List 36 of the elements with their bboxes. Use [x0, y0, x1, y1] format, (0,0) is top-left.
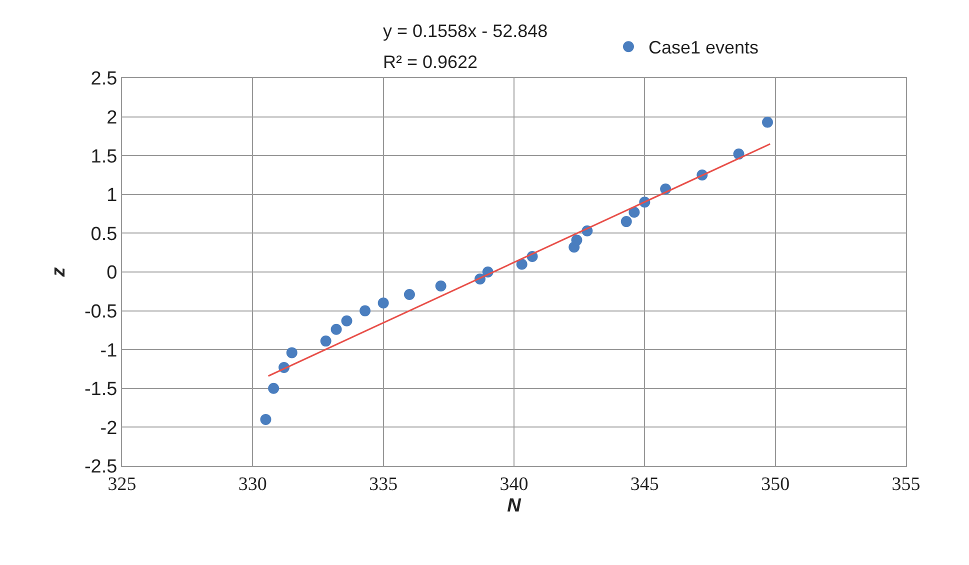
point	[330, 324, 342, 335]
y-tick-label: -1.5	[84, 379, 118, 400]
point	[320, 336, 332, 347]
point	[360, 305, 371, 316]
point	[286, 347, 298, 358]
point	[516, 258, 528, 270]
point	[268, 382, 280, 394]
point	[341, 315, 352, 326]
x-tick-label: 340	[500, 474, 528, 495]
y-tick-label: -2	[100, 418, 118, 439]
point	[762, 116, 773, 128]
point	[404, 289, 415, 300]
x-tick-label: 350	[761, 474, 790, 495]
legend-label: Case1 events	[648, 38, 759, 58]
text: y = 0.1558x - 52.848	[383, 21, 548, 41]
x-axis-title: N	[507, 496, 522, 517]
point	[628, 206, 640, 218]
x-tick-label: 355	[892, 474, 920, 495]
text: R² = 0.9622	[383, 52, 478, 72]
y-tick-label: 1	[106, 185, 118, 206]
x-tick-label: 335	[369, 474, 398, 495]
point	[435, 280, 446, 292]
point	[260, 414, 272, 425]
y-tick-label: 0.5	[90, 224, 118, 245]
y-tick-label: -1	[100, 340, 118, 362]
x-tick-label: 330	[238, 474, 267, 495]
y-tick-label: 0	[106, 262, 118, 284]
y-axis-title: z	[48, 266, 70, 278]
point	[378, 298, 389, 309]
x-tick-label: 345	[630, 474, 659, 495]
point	[620, 216, 632, 228]
y-tick-label: 2	[106, 107, 118, 128]
y-tick-label: 1.5	[90, 146, 118, 168]
y-tick-label: 2.5	[90, 68, 118, 90]
y-tick-label: -0.5	[84, 301, 118, 322]
point	[571, 234, 582, 246]
